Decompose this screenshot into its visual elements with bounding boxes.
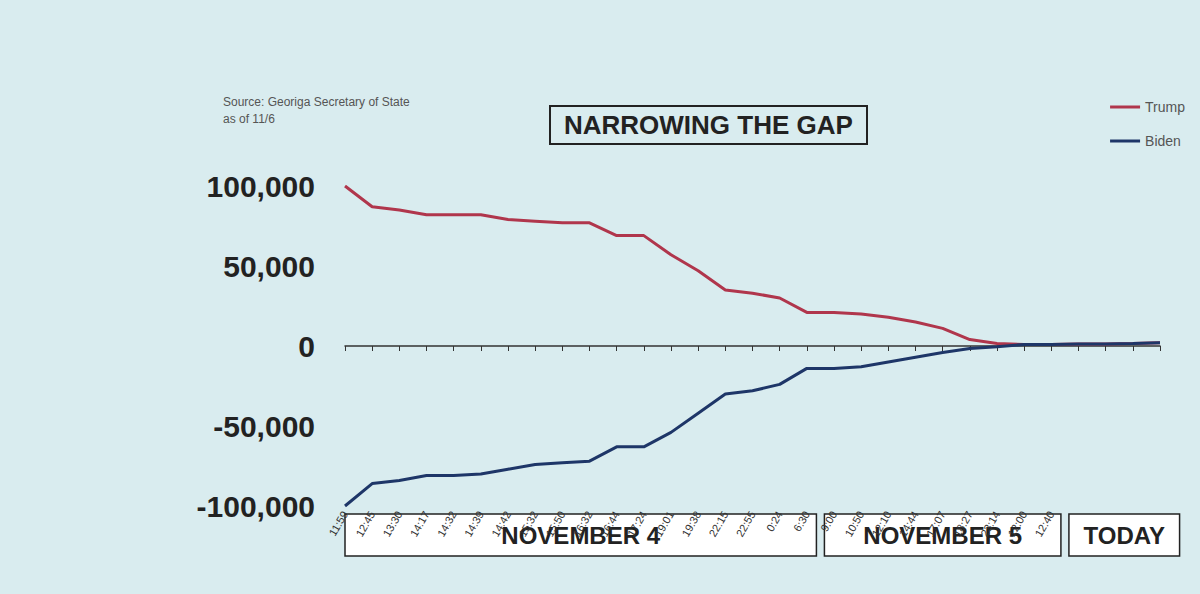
svg-text:23:14: 23:14 (978, 509, 1002, 539)
svg-text:14:17: 14:17 (408, 509, 432, 539)
svg-text:NOVEMBER 5: NOVEMBER 5 (863, 521, 1022, 549)
svg-text:Biden: Biden (1145, 133, 1181, 149)
svg-text:0:24: 0:24 (764, 509, 785, 534)
svg-text:12:10: 12:10 (869, 509, 893, 539)
svg-text:11:59: 11:59 (326, 509, 350, 538)
svg-text:12:45: 12:45 (353, 509, 377, 539)
svg-text:as of 11/6: as of 11/6 (223, 112, 275, 126)
svg-text:Source: Georiga Secretary of S: Source: Georiga Secretary of State (223, 95, 410, 109)
svg-text:12:00: 12:00 (1005, 509, 1029, 539)
svg-text:0: 0 (298, 330, 315, 363)
svg-text:16:44: 16:44 (598, 509, 622, 539)
svg-text:22:15: 22:15 (706, 509, 730, 539)
svg-text:-100,000: -100,000 (197, 490, 315, 523)
svg-text:14:44: 14:44 (897, 509, 921, 539)
svg-text:14:42: 14:42 (489, 509, 513, 539)
svg-text:13:30: 13:30 (380, 509, 404, 539)
svg-text:17:07: 17:07 (924, 509, 948, 539)
svg-text:50,000: 50,000 (223, 250, 315, 283)
svg-text:-50,000: -50,000 (213, 410, 315, 443)
svg-text:14:32: 14:32 (435, 509, 459, 539)
svg-text:19:01: 19:01 (652, 509, 676, 539)
svg-text:6:30: 6:30 (791, 509, 812, 534)
svg-text:10:50: 10:50 (842, 509, 866, 539)
svg-text:12:40: 12:40 (1032, 509, 1056, 539)
svg-text:15:32: 15:32 (516, 509, 540, 539)
svg-text:22:55: 22:55 (734, 509, 758, 539)
svg-text:17:24: 17:24 (625, 509, 649, 539)
svg-text:TODAY: TODAY (1084, 522, 1165, 549)
svg-text:16:32: 16:32 (571, 509, 595, 539)
svg-text:9:00: 9:00 (818, 509, 839, 534)
svg-text:15:50: 15:50 (543, 509, 567, 539)
svg-text:14:39: 14:39 (462, 509, 486, 539)
svg-text:100,000: 100,000 (207, 170, 315, 203)
svg-text:18:27: 18:27 (951, 509, 975, 539)
svg-text:19:38: 19:38 (679, 509, 703, 539)
svg-text:NARROWING THE GAP: NARROWING THE GAP (564, 110, 853, 140)
svg-text:Trump: Trump (1145, 99, 1185, 115)
